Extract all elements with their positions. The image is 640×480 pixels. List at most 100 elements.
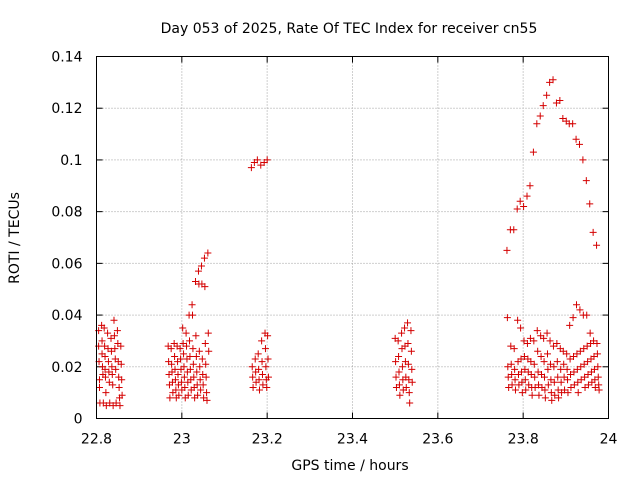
data-point: [180, 350, 188, 358]
data-point: [179, 324, 187, 332]
data-point: [201, 340, 209, 348]
data-point: [189, 360, 197, 368]
data-point: [258, 358, 266, 366]
data-point: [564, 389, 572, 397]
data-point: [249, 383, 257, 391]
data-point: [540, 358, 548, 366]
data-point: [395, 381, 403, 389]
data-point: [186, 352, 194, 360]
data-point: [516, 197, 524, 205]
data-point: [100, 324, 108, 332]
data-point: [98, 337, 106, 345]
y-tick-label: 0.08: [51, 205, 82, 221]
data-point: [553, 340, 561, 348]
data-point: [204, 329, 212, 337]
data-point: [200, 254, 208, 262]
y-axis-label: ROTI / TECUs: [7, 192, 23, 284]
data-point: [101, 352, 109, 360]
data-point: [537, 352, 545, 360]
data-point: [186, 337, 194, 345]
data-point: [117, 360, 125, 368]
x-tick-labels: 22.8 23 23.2 23.4 23.6 23.8 24: [81, 432, 618, 448]
data-point: [177, 378, 185, 386]
data-point: [116, 402, 124, 410]
data-point: [569, 314, 577, 322]
data-point: [540, 334, 548, 342]
data-point: [508, 381, 516, 389]
data-point: [95, 376, 103, 384]
data-point: [510, 345, 518, 353]
data-point: [557, 365, 565, 373]
data-point: [514, 316, 522, 324]
data-point: [404, 340, 412, 348]
x-axis-label: GPS time / hours: [291, 458, 408, 474]
data-point: [197, 262, 205, 270]
data-points: [95, 76, 603, 410]
data-point: [193, 381, 201, 389]
data-point: [395, 368, 403, 376]
data-point: [192, 352, 200, 360]
data-point: [528, 391, 536, 399]
data-point: [167, 345, 175, 353]
data-point: [541, 394, 549, 402]
data-point: [262, 363, 270, 371]
data-point: [101, 365, 109, 373]
data-point: [555, 394, 563, 402]
data-point: [508, 371, 516, 379]
chart-title: Day 053 of 2025, Rate Of TEC Index for r…: [161, 21, 538, 37]
data-point: [110, 316, 118, 324]
data-point: [195, 347, 203, 355]
data-point: [264, 332, 272, 340]
x-tick-label: 23.2: [252, 432, 283, 448]
data-point: [398, 329, 406, 337]
data-point: [186, 365, 194, 373]
data-point: [574, 389, 582, 397]
data-point: [408, 378, 416, 386]
data-point: [530, 360, 538, 368]
data-point: [564, 376, 572, 384]
data-point: [168, 360, 176, 368]
y-tick-label: 0.06: [51, 256, 82, 272]
data-point: [586, 200, 594, 208]
data-point: [546, 337, 554, 345]
data-point: [202, 373, 210, 381]
data-point: [203, 389, 211, 397]
data-point: [112, 399, 120, 407]
data-point: [263, 156, 271, 164]
data-point: [551, 391, 559, 399]
data-point: [586, 329, 594, 337]
data-point: [534, 347, 542, 355]
data-point: [550, 363, 558, 371]
data-point: [255, 365, 263, 373]
data-point: [201, 283, 209, 291]
x-tick-label: 23.4: [337, 432, 368, 448]
data-point: [511, 386, 519, 394]
data-point: [199, 381, 207, 389]
data-point: [248, 363, 256, 371]
data-point: [563, 365, 571, 373]
data-point: [566, 321, 574, 329]
y-tick-label: 0.04: [51, 308, 82, 324]
data-point: [202, 360, 210, 368]
data-point: [398, 363, 406, 371]
data-point: [177, 355, 185, 363]
data-point: [171, 365, 179, 373]
data-point: [407, 347, 415, 355]
x-tick-label: 23: [173, 432, 191, 448]
data-point: [536, 112, 544, 120]
data-point: [595, 386, 603, 394]
data-point: [529, 148, 537, 156]
data-point: [526, 182, 534, 190]
data-point: [548, 396, 556, 404]
data-point: [392, 373, 400, 381]
data-point: [183, 342, 191, 350]
data-point: [181, 383, 189, 391]
data-point: [171, 376, 179, 384]
data-point: [118, 391, 126, 399]
data-point: [554, 373, 562, 381]
data-point: [259, 381, 267, 389]
data-point: [407, 327, 415, 335]
data-point: [180, 373, 188, 381]
data-point: [258, 337, 266, 345]
data-point: [205, 347, 213, 355]
